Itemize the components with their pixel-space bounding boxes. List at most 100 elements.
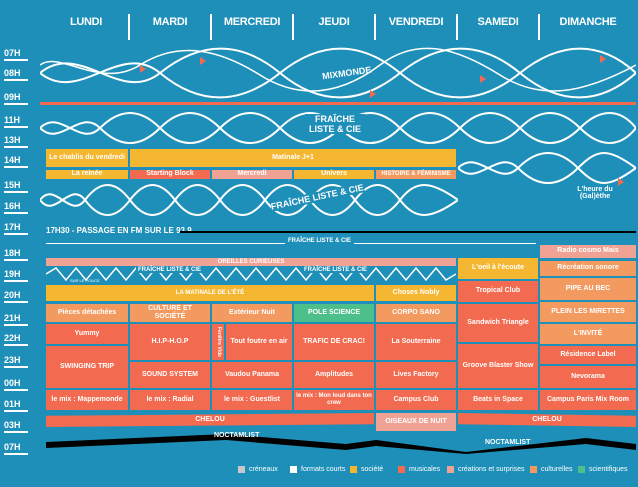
show-vaudou[interactable]: Vaudou Panama (212, 362, 292, 388)
hour-line (4, 431, 28, 433)
show-chelou-2[interactable]: CHELOU (458, 413, 636, 427)
day-header: SAMEDI (477, 16, 519, 28)
hour-line (4, 146, 28, 148)
fraiche-label-4: FRAÎCHE LISTE & CIE (136, 267, 204, 273)
hour-line (4, 389, 28, 391)
show-matinale-ete[interactable]: LA MATINALE DE L'ÉTÉ (46, 285, 374, 301)
hour-line (4, 410, 28, 412)
legend-item: créneaux (238, 466, 278, 473)
show-starting[interactable]: Starting Block (130, 170, 210, 179)
hour-label: 17H (4, 222, 21, 232)
show-sound[interactable]: SOUND SYSTEM (130, 362, 210, 388)
show-campus[interactable]: Campus Club (376, 390, 456, 410)
show-corpo[interactable]: CORPO SANO (376, 304, 456, 322)
show-mercredi[interactable]: Mercredi (212, 170, 292, 179)
day-header: VENDREDI (388, 16, 444, 28)
show-swinging[interactable]: SWINGING TRIP (46, 346, 128, 388)
hour-line (4, 301, 28, 303)
show-exterieur[interactable]: Extérieur Nuit (212, 304, 292, 322)
hour-line (4, 366, 28, 368)
passage-line (180, 231, 636, 233)
hour-label: 22H (4, 333, 21, 343)
hour-line (4, 103, 28, 105)
day-header: MERCREDI (223, 16, 281, 28)
show-pieces[interactable]: Pièces détachées (46, 304, 128, 322)
show-univers[interactable]: Univers (294, 170, 374, 179)
show-oiseaux[interactable]: OISEAUX DE NUIT (376, 413, 456, 431)
show-oreilles[interactable]: OREILLES CURIEUSES (46, 258, 456, 266)
hour-line (4, 233, 28, 235)
show-nevorama[interactable]: Nevorama (540, 366, 636, 388)
show-invite[interactable]: L'INVITÉ (540, 324, 636, 344)
show-groove[interactable]: Groove Blaster Show (458, 344, 538, 388)
show-tout[interactable]: Tout foutre en air (226, 324, 292, 360)
show-plein[interactable]: PLEIN LES MIRETTES (540, 302, 636, 322)
legend-item: culturelles (530, 466, 573, 473)
hour-line (4, 191, 28, 193)
noctamlist-label: NOCTAMLIST (214, 432, 260, 439)
fraiche-label-3: FRAÎCHE LISTE & CIE (285, 238, 355, 244)
divider (128, 14, 130, 40)
show-mix3[interactable]: le mix : Guestlist (212, 390, 292, 410)
mixmonde-wave (40, 47, 636, 99)
show-lives[interactable]: Lives Factory (376, 362, 456, 388)
show-trafic[interactable]: TRAFIC DE CRAC! (294, 324, 374, 360)
show-pole[interactable]: POLE SCIENCE (294, 304, 374, 322)
hour-label: 09H (4, 92, 21, 102)
noctamlist-band (46, 434, 636, 454)
passage-fm: 17H30 - PASSAGE EN FM SUR LE 93.9 (46, 226, 192, 235)
day-header: LUNDI (69, 16, 103, 28)
show-sandwich[interactable]: Sandwich Triangle (458, 304, 538, 342)
hour-line (4, 59, 28, 61)
show-tropical[interactable]: Tropical Club (458, 281, 538, 302)
hour-label: 07H (4, 48, 21, 58)
show-matinale[interactable]: Matinale J+1 (130, 149, 456, 167)
hour-label: 13H (4, 135, 21, 145)
hour-label: 11H (4, 115, 21, 125)
hour-label: 20H (4, 290, 21, 300)
show-fenetre[interactable]: Fenêtre Vide (212, 324, 224, 360)
divider (210, 14, 212, 40)
show-reine[interactable]: La reinée (46, 170, 128, 179)
divider (292, 14, 294, 40)
show-mix1[interactable]: le mix : Mappemonde (46, 390, 128, 410)
show-oeil[interactable]: L'oeil à l'écoute (458, 258, 538, 279)
show-residence[interactable]: Résidence Label (540, 346, 636, 364)
show-choses[interactable]: Choses Nobly (376, 285, 456, 301)
show-hiphop[interactable]: H.I.P-H.O.P (130, 324, 210, 360)
day-header: JEUDI (318, 16, 350, 28)
show-pipe[interactable]: PIPE AU BEC (540, 278, 636, 300)
show-souterraine[interactable]: La Souterraine (376, 324, 456, 360)
show-mix2[interactable]: le mix : Radial (130, 390, 210, 410)
hour-label: 19H (4, 269, 21, 279)
show-chablis[interactable]: Le chablis du vendredi (46, 149, 128, 167)
legend-item: société (350, 466, 383, 473)
show-beats[interactable]: Beats in Space (458, 390, 538, 410)
day-header: MARDI (152, 16, 188, 28)
hour-line (4, 280, 28, 282)
hour-label: 01H (4, 399, 21, 409)
surlepouce-label: SUR LE POUCE (70, 278, 100, 283)
show-campus-paris[interactable]: Campus Paris Mix Room (540, 390, 636, 410)
show-recreation[interactable]: Récréation sonore (540, 261, 636, 276)
divider (374, 14, 376, 40)
fraiche-label-5: FRAÎCHE LISTE & CIE (302, 267, 370, 273)
hour-label: 07H (4, 442, 21, 452)
show-yummy[interactable]: Yummy (46, 324, 128, 344)
noctamlist-label-2: NOCTAMLIST (485, 439, 531, 446)
show-mix4[interactable]: le mix : Mon loud dans ton crew (294, 390, 374, 410)
hour-label: 00H (4, 378, 21, 388)
show-histoire[interactable]: HISTOIRE & FÉMINISME (376, 170, 456, 179)
show-amplitudes[interactable]: Amplitudes (294, 362, 374, 388)
orange-bar (40, 102, 636, 105)
hour-line (4, 453, 28, 455)
hour-label: 23H (4, 355, 21, 365)
legend-item: scientifiques (578, 466, 628, 473)
hour-label: 14H (4, 155, 21, 165)
show-culture[interactable]: CULTURE ET SOCIÉTÉ (130, 304, 210, 322)
show-radio-cosmo[interactable]: Radio cosmo Mais (540, 245, 636, 258)
heure-label: L'heure du (Gal)èthe (562, 186, 628, 200)
show-chelou[interactable]: CHELOU (46, 413, 374, 427)
fraiche-wave-2 (40, 184, 458, 216)
divider (456, 14, 458, 40)
